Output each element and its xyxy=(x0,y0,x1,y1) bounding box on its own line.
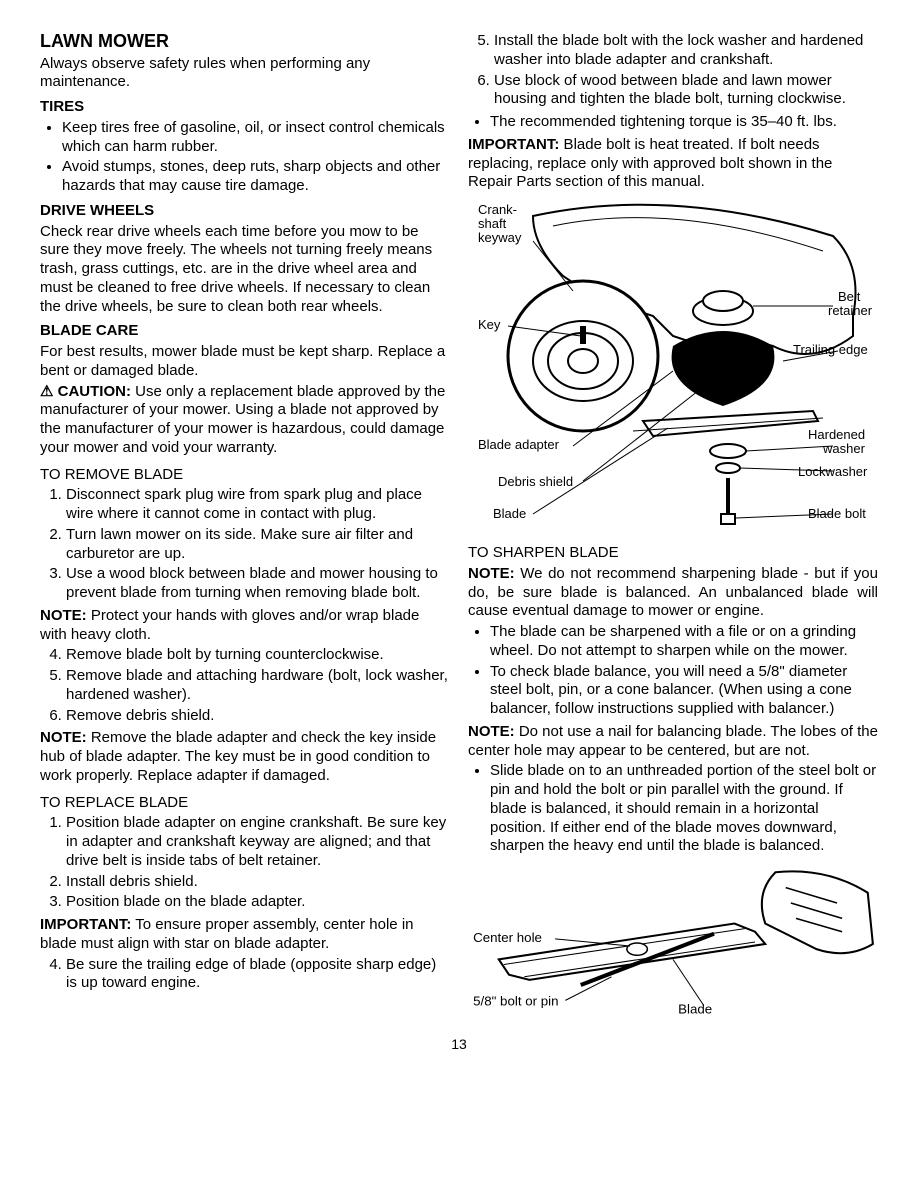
label-trailing-edge: Trailing edge xyxy=(793,342,868,357)
replace-blade-heading: TO REPLACE BLADE xyxy=(40,794,450,813)
svg-text:shaft: shaft xyxy=(478,216,507,231)
list-item: Use block of wood between blade and lawn… xyxy=(494,72,878,110)
list-item: Remove debris shield. xyxy=(66,707,450,726)
note-label: NOTE: xyxy=(468,565,515,582)
list-item: Install the blade bolt with the lock was… xyxy=(494,32,878,70)
svg-text:retainer: retainer xyxy=(828,303,873,318)
replace-blade-list: Position blade adapter on engine cranksh… xyxy=(40,814,450,912)
drive-wheels-heading: DRIVE WHEELS xyxy=(40,202,450,221)
important-label: IMPORTANT: xyxy=(40,916,131,933)
blade-care-text: For best results, mower blade must be ke… xyxy=(40,343,450,381)
label-blade: Blade xyxy=(678,1002,712,1016)
list-item: Position blade adapter on engine cranksh… xyxy=(66,814,450,870)
list-item: Keep tires free of gasoline, oil, or ins… xyxy=(62,119,450,157)
torque-list: The recommended tightening torque is 35–… xyxy=(468,113,878,132)
list-item: Remove blade and attaching hardware (bol… xyxy=(66,667,450,705)
label-lockwasher: Lockwasher xyxy=(798,464,868,479)
label-key: Key xyxy=(478,317,501,332)
caution-label: CAUTION: xyxy=(58,383,131,400)
note-text: Protect your hands with gloves and/or wr… xyxy=(40,607,419,643)
note-paragraph: NOTE: Remove the blade adapter and check… xyxy=(40,729,450,785)
drive-wheels-text: Check rear drive wheels each time before… xyxy=(40,223,450,317)
caution-paragraph: ⚠ CAUTION: Use only a replacement blade … xyxy=(40,383,450,458)
list-item: Position blade on the blade adapter. xyxy=(66,893,450,912)
tires-heading: TIRES xyxy=(40,98,450,117)
label-blade-bolt: Blade bolt xyxy=(808,506,866,521)
list-item: To check blade balance, you will need a … xyxy=(490,663,878,719)
note-paragraph: NOTE: Do not use a nail for balancing bl… xyxy=(468,723,878,761)
blade-balance-diagram: Center hole 5/8" bolt or pin Blade xyxy=(468,862,878,1012)
list-item: The recommended tightening torque is 35–… xyxy=(490,113,878,132)
note-text: We do not recommend sharpening blade - b… xyxy=(468,565,878,620)
list-item: Disconnect spark plug wire from spark pl… xyxy=(66,486,450,524)
remove-blade-list: Disconnect spark plug wire from spark pl… xyxy=(40,486,450,603)
replace-blade-list-right: Install the blade bolt with the lock was… xyxy=(468,32,878,109)
label-debris-shield: Debris shield xyxy=(498,474,573,489)
note-paragraph: NOTE: Protect your hands with gloves and… xyxy=(40,607,450,645)
label-hardened-washer: Hardened xyxy=(808,427,865,442)
important-paragraph: IMPORTANT: To ensure proper assembly, ce… xyxy=(40,916,450,954)
list-item: The blade can be sharpened with a file o… xyxy=(490,623,878,661)
note-label: NOTE: xyxy=(40,607,87,624)
label-center-hole: Center hole xyxy=(473,930,542,945)
svg-text:keyway: keyway xyxy=(478,230,522,245)
remove-blade-list-cont: Remove blade bolt by turning countercloc… xyxy=(40,646,450,725)
note-label: NOTE: xyxy=(40,729,87,746)
label-blade: Blade xyxy=(493,506,526,521)
blade-care-heading: BLADE CARE xyxy=(40,322,450,341)
replace-blade-list-cont: Be sure the trailing edge of blade (oppo… xyxy=(40,956,450,994)
list-item: Use a wood block between blade and mower… xyxy=(66,565,450,603)
page-number: 13 xyxy=(0,1036,918,1054)
note-label: NOTE: xyxy=(468,723,515,740)
tires-list: Keep tires free of gasoline, oil, or ins… xyxy=(40,119,450,196)
label-crankshaft-keyway: Crank- xyxy=(478,202,517,217)
label-blade-adapter: Blade adapter xyxy=(478,437,560,452)
warning-icon: ⚠ xyxy=(40,383,58,400)
list-item: Be sure the trailing edge of blade (oppo… xyxy=(66,956,450,994)
list-item: Slide blade on to an unthreaded portion … xyxy=(490,762,878,856)
page-heading: LAWN MOWER xyxy=(40,30,450,53)
svg-text:washer: washer xyxy=(822,441,866,456)
label-belt-retainer: Belt xyxy=(838,289,861,304)
blade-assembly-diagram: Crank- shaft keyway Key Belt retainer Tr… xyxy=(468,196,878,536)
remove-blade-heading: TO REMOVE BLADE xyxy=(40,466,450,485)
list-item: Avoid stumps, stones, deep ruts, sharp o… xyxy=(62,158,450,196)
important-label: IMPORTANT: xyxy=(468,136,559,153)
note-text: Do not use a nail for balancing blade. T… xyxy=(468,723,878,759)
slide-list: Slide blade on to an unthreaded portion … xyxy=(468,762,878,856)
intro-text: Always observe safety rules when perform… xyxy=(40,55,450,93)
sharpen-blade-heading: TO SHARPEN BLADE xyxy=(468,544,878,563)
note-paragraph: NOTE: We do not recommend sharpening bla… xyxy=(468,565,878,621)
sharpen-list: The blade can be sharpened with a file o… xyxy=(468,623,878,719)
list-item: Remove blade bolt by turning countercloc… xyxy=(66,646,450,665)
important-paragraph: IMPORTANT: Blade bolt is heat treated. I… xyxy=(468,136,878,192)
note-text: Remove the blade adapter and check the k… xyxy=(40,729,436,784)
label-bolt-pin: 5/8" bolt or pin xyxy=(473,994,558,1009)
list-item: Turn lawn mower on its side. Make sure a… xyxy=(66,526,450,564)
list-item: Install debris shield. xyxy=(66,873,450,892)
